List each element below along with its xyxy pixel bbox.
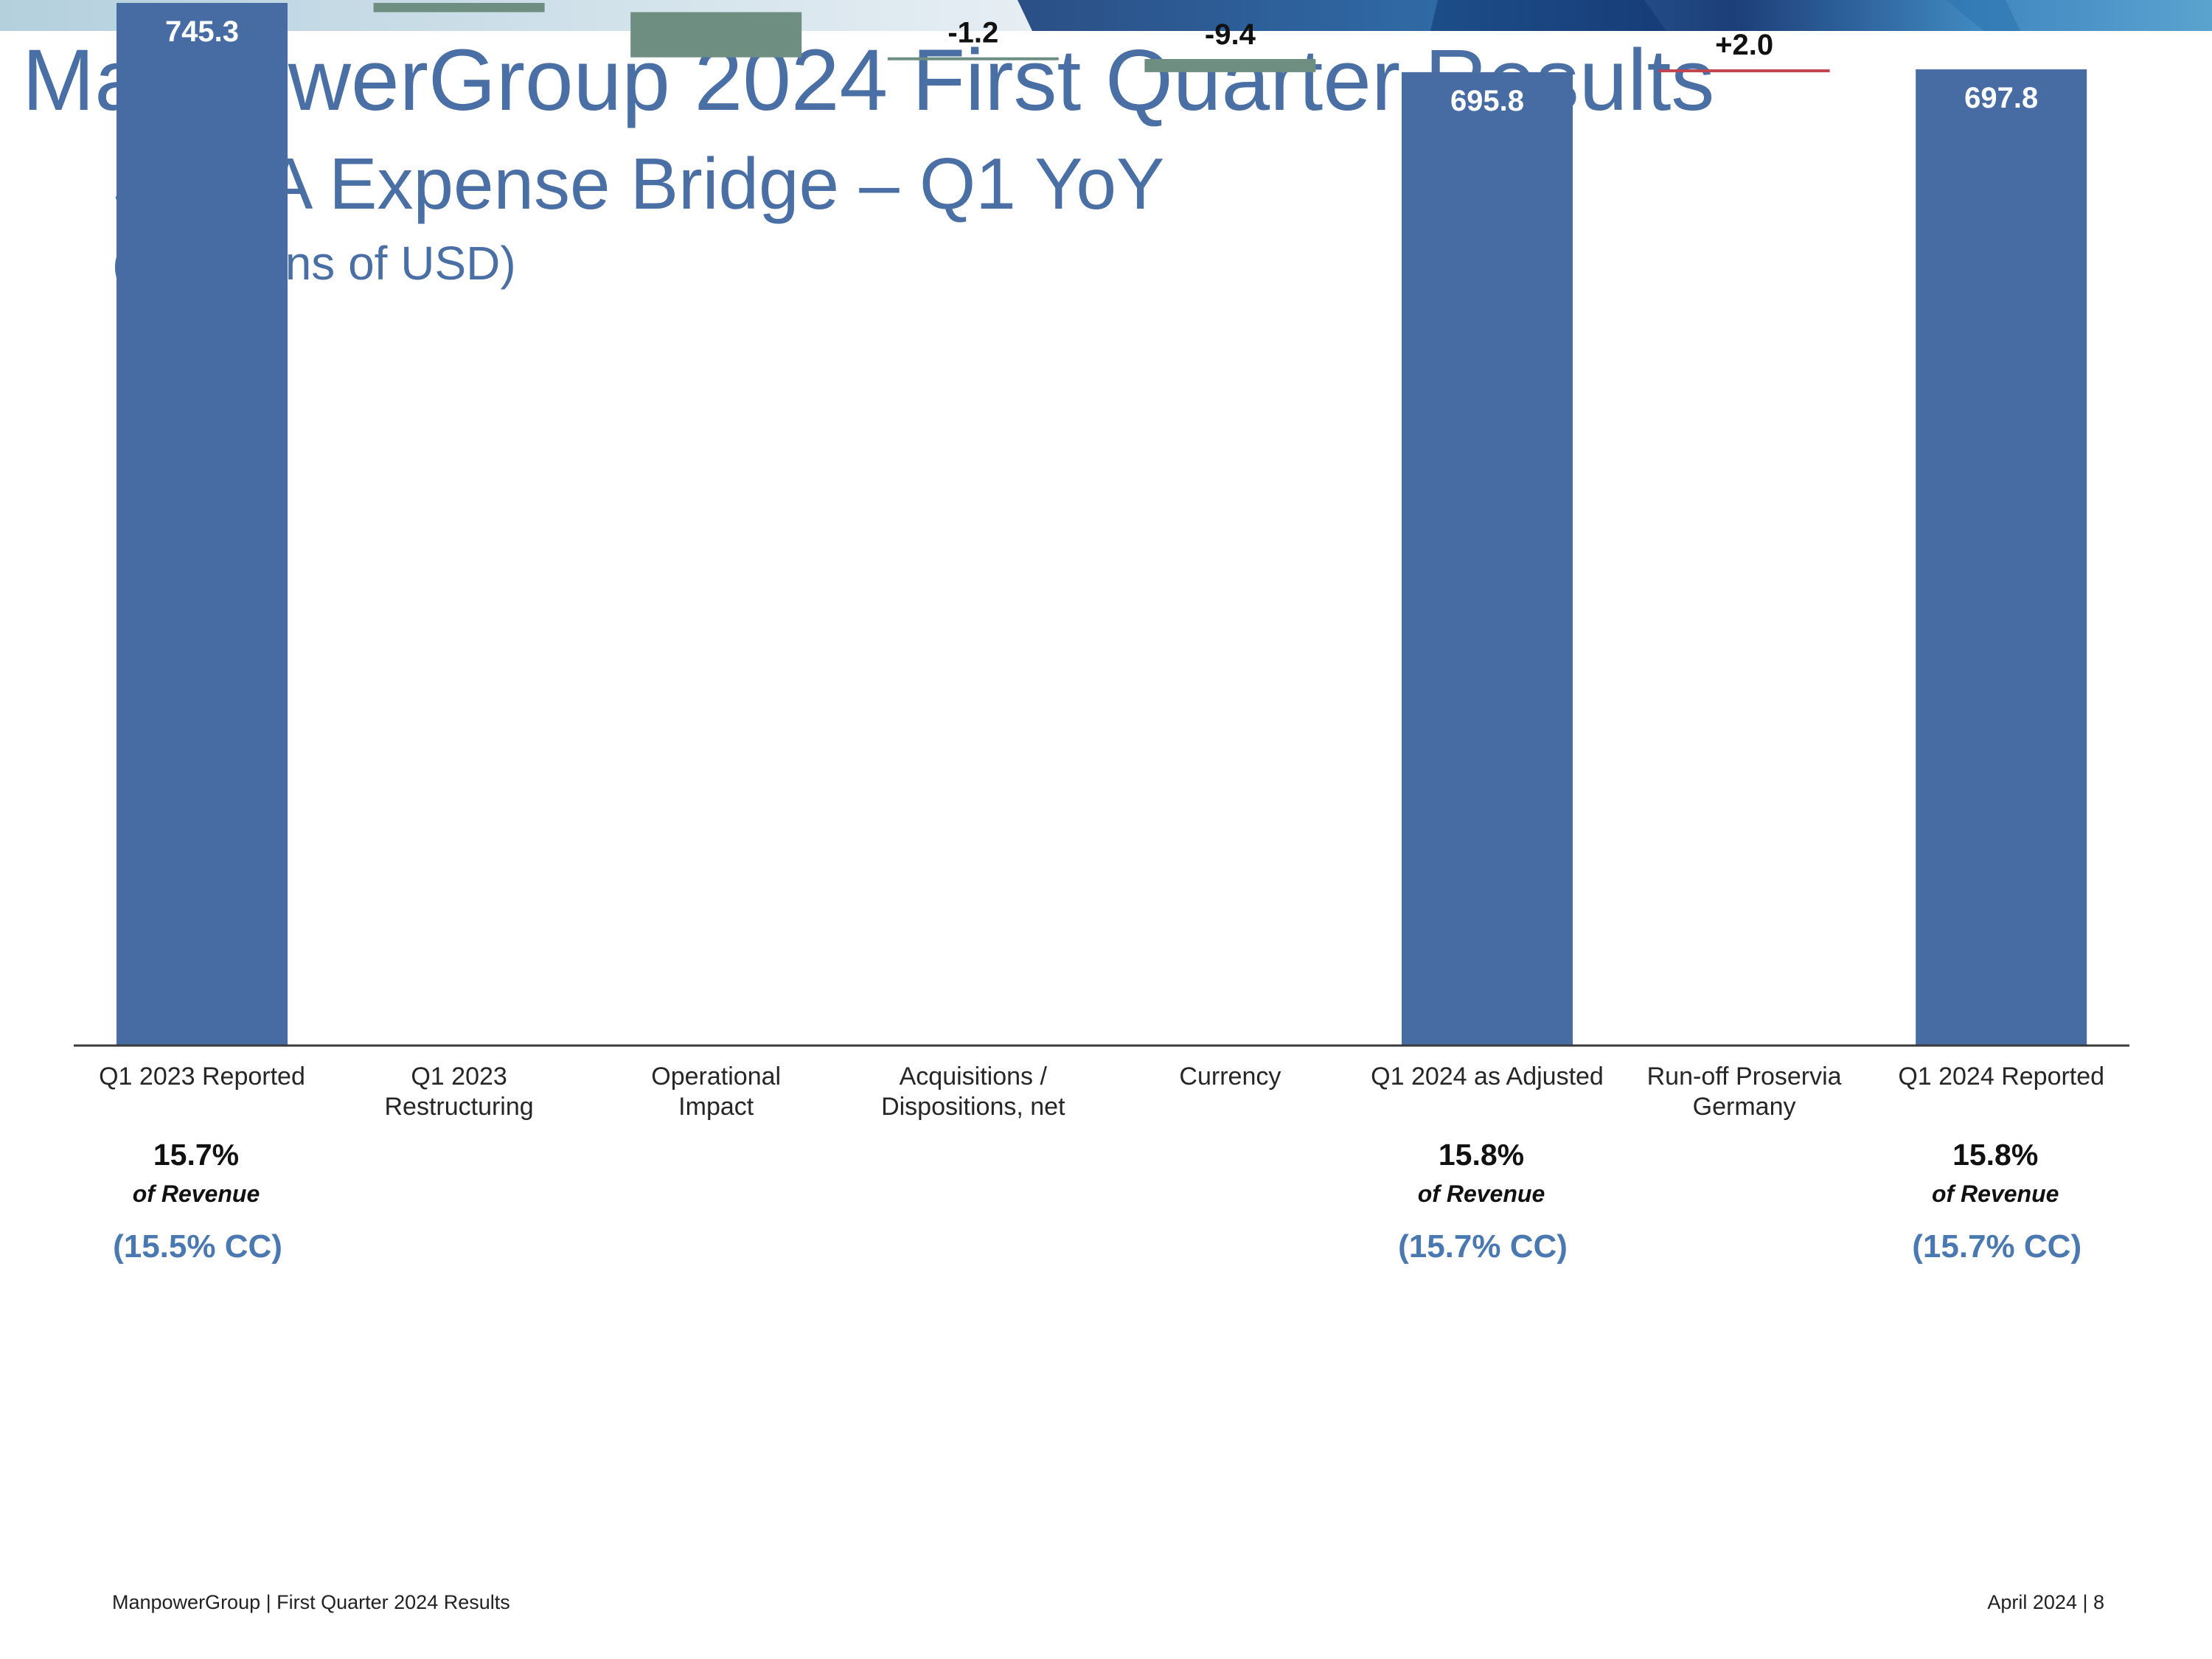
bar-value-label-1: 745.3 bbox=[165, 15, 239, 48]
bar-7 bbox=[1658, 69, 1830, 73]
bar-value-label-7: +2.0 bbox=[1715, 29, 1773, 61]
constant-currency-pct-1: (15.5% CC) bbox=[113, 1228, 282, 1265]
category-label-4: Acquisitions / bbox=[900, 1062, 1048, 1091]
bar-value-label-3: -32.3 bbox=[683, 0, 750, 4]
constant-currency-pct-8: (15.7% CC) bbox=[1912, 1228, 2081, 1265]
category-label-8: Q1 2024 Reported bbox=[1898, 1062, 2104, 1091]
category-label-4-line2: Dispositions, net bbox=[881, 1093, 1065, 1121]
pct-of-revenue-8: 15.8% bbox=[1952, 1138, 2038, 1172]
bar-4 bbox=[887, 57, 1059, 60]
pct-of-revenue-6: 15.8% bbox=[1439, 1138, 1524, 1172]
of-revenue-label-6: of Revenue bbox=[1418, 1180, 1545, 1207]
category-label-7: Run-off Proservia bbox=[1647, 1062, 1842, 1091]
bar-value-label-6: 695.8 bbox=[1450, 85, 1524, 117]
bar-value-label-4: -1.2 bbox=[947, 17, 998, 49]
category-label-2: Q1 2023 bbox=[411, 1062, 507, 1091]
category-label-3: Operational bbox=[651, 1062, 781, 1091]
bar-5 bbox=[1144, 59, 1316, 72]
bar-2 bbox=[373, 2, 545, 13]
category-label-1: Q1 2023 Reported bbox=[99, 1062, 305, 1091]
category-label-3-line2: Impact bbox=[678, 1093, 754, 1121]
bar-8 bbox=[1916, 69, 2087, 1046]
category-label-6: Q1 2024 as Adjusted bbox=[1371, 1062, 1604, 1091]
footer-left: ManpowerGroup | First Quarter 2024 Resul… bbox=[112, 1591, 510, 1613]
category-label-2-line2: Restructuring bbox=[384, 1093, 533, 1121]
bar-value-label-8: 697.8 bbox=[1964, 82, 2038, 114]
of-revenue-label-1: of Revenue bbox=[133, 1180, 260, 1207]
category-label-7-line2: Germany bbox=[1693, 1093, 1796, 1121]
category-label-5: Currency bbox=[1179, 1062, 1281, 1091]
footer-right: April 2024 | 8 bbox=[1987, 1591, 2104, 1613]
bar-6 bbox=[1402, 72, 1573, 1046]
bar-1 bbox=[116, 2, 288, 1046]
bar-value-label-5: -9.4 bbox=[1205, 18, 1256, 51]
pct-of-revenue-1: 15.7% bbox=[153, 1138, 239, 1172]
bar-3 bbox=[630, 12, 802, 58]
constant-currency-pct-6: (15.7% CC) bbox=[1398, 1228, 1568, 1265]
of-revenue-label-8: of Revenue bbox=[1932, 1180, 2059, 1207]
